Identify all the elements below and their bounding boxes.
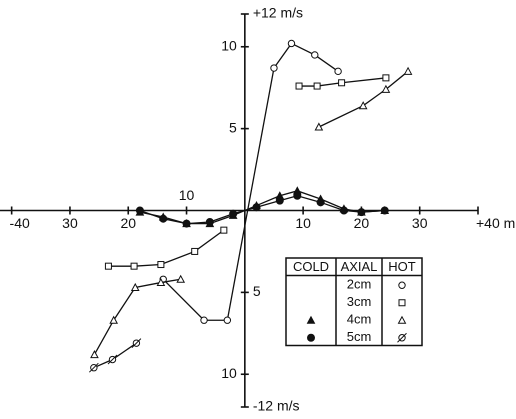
marker — [220, 226, 228, 234]
marker — [403, 66, 413, 75]
marker — [135, 206, 144, 215]
series-line — [93, 342, 137, 369]
x-tick-label: +40 mm — [476, 215, 516, 231]
marker — [313, 82, 321, 90]
marker — [382, 74, 390, 82]
marker — [398, 281, 406, 289]
marker — [295, 82, 303, 90]
x-tick-label: 30 — [412, 215, 428, 231]
legend-label: 4cm — [347, 312, 372, 327]
marker — [130, 262, 138, 270]
marker — [380, 206, 389, 215]
marker — [182, 219, 191, 228]
marker — [90, 350, 99, 359]
marker — [338, 79, 346, 87]
marker — [316, 198, 325, 207]
marker — [357, 208, 366, 217]
marker — [223, 316, 232, 324]
marker — [275, 196, 284, 205]
marker — [229, 209, 238, 218]
marker — [109, 315, 119, 324]
y-tick-label: 10 — [221, 37, 237, 53]
y-tick-label: +12 m/s — [253, 5, 303, 21]
x-tick-label: 10 — [179, 187, 195, 203]
marker — [381, 84, 391, 93]
marker — [156, 277, 166, 287]
marker — [306, 315, 316, 324]
marker-slash — [107, 354, 118, 365]
legend-label: 5cm — [347, 329, 372, 344]
x-tick-label: 20 — [120, 215, 136, 231]
y-tick-label: 5 — [253, 283, 261, 299]
marker — [358, 101, 368, 110]
marker — [314, 122, 324, 131]
marker — [176, 274, 186, 283]
y-tick-label: 10 — [221, 365, 237, 381]
marker-slash — [88, 362, 99, 373]
series-line — [108, 77, 386, 267]
legend-label: 3cm — [347, 294, 372, 309]
marker — [287, 39, 296, 48]
marker — [334, 67, 342, 76]
legend-header: AXIAL — [341, 259, 378, 274]
marker — [293, 191, 302, 200]
legend-header: HOT — [388, 259, 416, 274]
series-line — [139, 190, 385, 225]
marker — [270, 64, 278, 72]
y-tick-label: -12 m/s — [253, 398, 300, 414]
marker — [130, 282, 140, 291]
x-tick-label: 10 — [295, 215, 311, 231]
marker-slash — [131, 338, 142, 348]
marker — [307, 333, 315, 342]
marker — [311, 51, 319, 59]
marker — [339, 206, 348, 215]
x-tick-label: -40 — [10, 215, 30, 231]
marker — [200, 316, 208, 324]
x-tick-label: 20 — [354, 215, 370, 231]
legend-label: 2cm — [347, 277, 372, 292]
marker — [205, 217, 214, 226]
x-tick-label: 30 — [62, 215, 78, 231]
marker — [191, 247, 199, 255]
marker — [104, 262, 112, 270]
marker — [397, 315, 407, 324]
marker — [159, 214, 168, 223]
marker — [252, 203, 261, 212]
marker-slash — [397, 332, 407, 343]
marker — [398, 299, 406, 307]
marker — [157, 261, 165, 269]
y-tick-label: 5 — [229, 119, 237, 135]
legend-header: COLD — [293, 259, 329, 274]
legend: COLD AXIAL HOT 2cm 3cm 4cm 5cm — [285, 257, 423, 347]
